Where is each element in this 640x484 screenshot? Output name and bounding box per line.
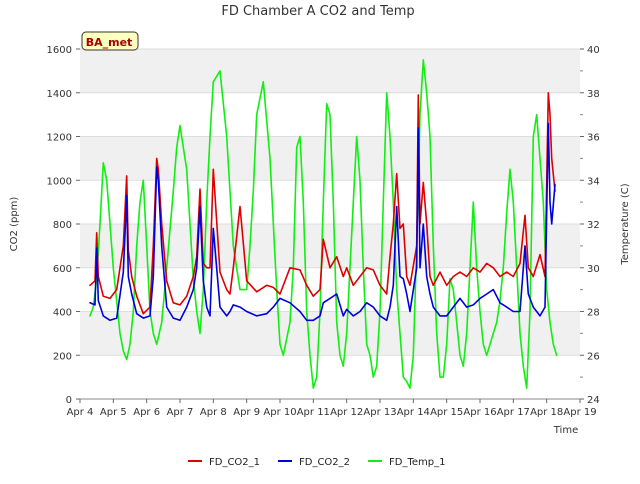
x-tick-label: Apr 18 xyxy=(530,407,563,418)
x-tick-label: Apr 14 xyxy=(397,407,430,418)
x-tick-label: Apr 16 xyxy=(463,407,496,418)
y-left-tick-label: 1000 xyxy=(47,176,72,187)
y-right-tick-label: 24 xyxy=(587,395,600,406)
grid-band xyxy=(80,136,580,181)
y-axis-right: 24 26 28 30 32 34 36 38 40 xyxy=(580,45,600,406)
y-left-tick-label: 200 xyxy=(53,351,72,362)
x-axis: Apr 4 Apr 5 Apr 6 Apr 7 Apr 8 Apr 9 Apr 10 Apr … xyxy=(67,398,597,418)
y-left-tick-label: 0 xyxy=(66,395,72,406)
x-tick-label: Apr 6 xyxy=(133,407,160,418)
series-layer xyxy=(89,59,558,389)
y-right-tick-label: 34 xyxy=(587,176,600,187)
x-tick-label: Apr 9 xyxy=(233,407,260,418)
y-left-tick-label: 1200 xyxy=(47,133,72,144)
site-badge-box xyxy=(81,31,139,51)
legend-label: FD_CO2_2 xyxy=(299,457,350,468)
y-right-tick-label: 32 xyxy=(587,220,600,231)
y-axis-right-title: Temperature (C) xyxy=(620,183,631,265)
x-tick-label: Apr 17 xyxy=(497,407,530,418)
x-tick-label: Apr 12 xyxy=(330,407,363,418)
y-right-tick-label: 28 xyxy=(587,308,600,319)
x-tick-label: Apr 13 xyxy=(363,407,396,418)
y-right-tick-label: 40 xyxy=(587,45,600,56)
y-right-tick-label: 26 xyxy=(587,351,600,362)
site-badge-label: BA_met xyxy=(86,36,133,49)
grid-band xyxy=(80,311,580,356)
x-tick-label: Apr 10 xyxy=(263,407,296,418)
y-left-tick-label: 400 xyxy=(53,308,72,319)
legend-label: FD_Temp_1 xyxy=(389,457,445,468)
y-right-tick-label: 38 xyxy=(587,89,600,100)
legend: FD_CO2_1 FD_CO2_2 FD_Temp_1 xyxy=(188,457,445,468)
y-right-tick-label: 30 xyxy=(587,264,600,275)
y-right-tick-label: 36 xyxy=(587,133,600,144)
series-line-fd-co2-2 xyxy=(89,122,556,322)
series-line-fd-temp-1 xyxy=(89,59,558,389)
x-tick-label: Apr 5 xyxy=(100,407,127,418)
legend-label: FD_CO2_1 xyxy=(209,457,260,468)
x-tick-label: Apr 4 xyxy=(67,407,94,418)
y-left-tick-label: 800 xyxy=(53,220,72,231)
series-line-fd-co2-1 xyxy=(89,92,556,315)
x-tick-label: Apr 19 xyxy=(563,407,596,418)
x-tick-label: Apr 11 xyxy=(297,407,330,418)
x-tick-label: Apr 15 xyxy=(430,407,463,418)
chart-title: FD Chamber A CO2 and Temp xyxy=(221,4,414,19)
x-axis-title: Time xyxy=(553,425,578,436)
y-left-tick-label: 600 xyxy=(53,264,72,275)
y-axis-left-title: CO2 (ppm) xyxy=(9,197,20,252)
y-left-tick-label: 1400 xyxy=(47,89,72,100)
x-tick-label: Apr 7 xyxy=(167,407,194,418)
grid-band xyxy=(80,49,580,93)
y-axis-left: 0 200 400 600 800 1000 1200 1400 1600 xyxy=(47,45,80,406)
x-tick-label: Apr 8 xyxy=(200,407,227,418)
y-left-tick-label: 1600 xyxy=(47,45,72,56)
site-badge: BA_met xyxy=(81,31,139,51)
